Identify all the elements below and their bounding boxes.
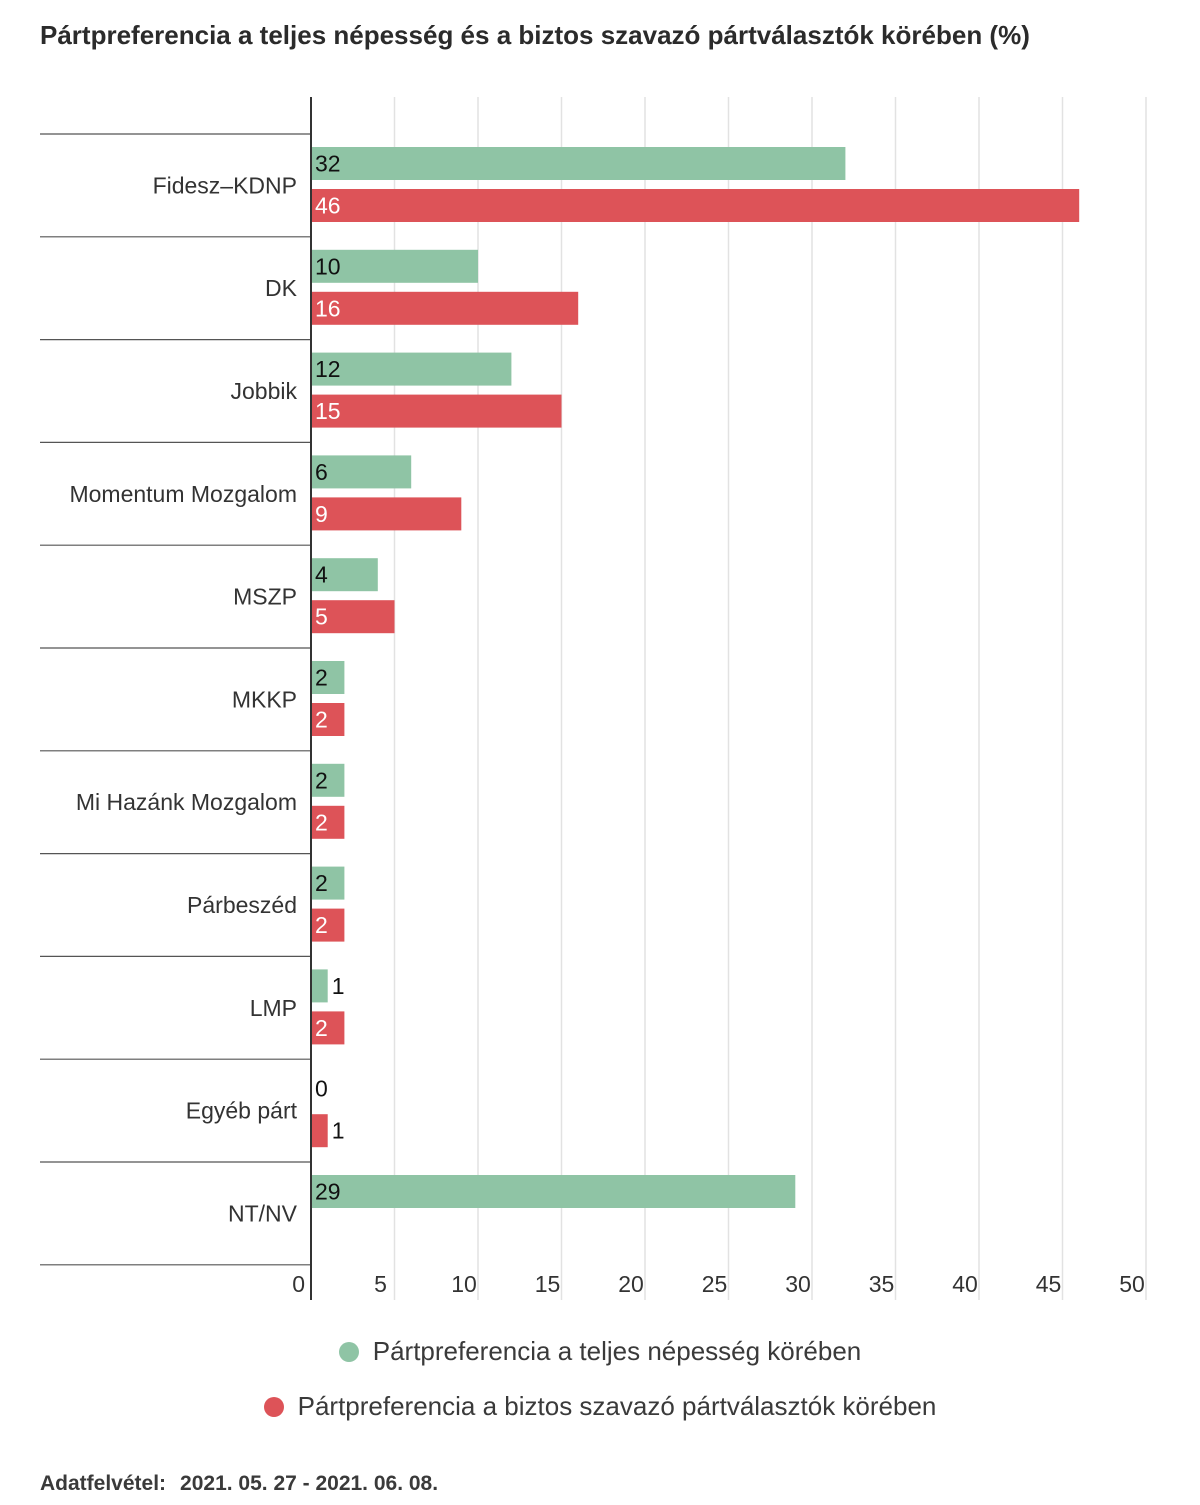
category-label: NT/NV [228,1200,298,1226]
x-tick-label: 10 [451,1271,477,1297]
bar-series-2 [311,189,1080,222]
data-label-series-1: 6 [315,459,328,485]
x-tick-label: 30 [785,1271,811,1297]
data-label-series-1: 12 [315,356,341,382]
category-label: Párbeszéd [187,892,297,918]
data-collection-period: 2021. 05. 27 - 2021. 06. 08. [180,1472,439,1495]
data-label-series-1: 32 [315,151,341,177]
legend-label-voters: Pártpreferencia a biztos szavazó pártvál… [297,1391,937,1421]
data-label-series-2: 46 [315,193,341,219]
category-label: MKKP [232,686,297,712]
legend-swatch-population [338,1341,359,1362]
data-label-series-1: 1 [332,973,345,999]
legend-item-population: Pártpreferencia a teljes népesség körébe… [0,1336,1200,1367]
bar-series-2 [311,1114,328,1148]
bar-series-1 [311,455,412,489]
bar-series-2 [311,600,395,634]
bar-series-1 [311,969,328,1003]
legend-label-population: Pártpreferencia a teljes népesség körébe… [372,1336,862,1366]
data-label-series-2: 15 [315,398,341,424]
data-label-series-1: 10 [315,253,341,279]
data-label-series-1: 2 [315,870,328,896]
bar-series-1 [311,763,345,797]
data-label-series-2: 16 [315,295,341,321]
bar-series-1 [311,1175,796,1208]
data-collection-label: Adatfelvétel: [40,1472,167,1495]
category-label: DK [265,275,298,301]
category-label: Fidesz–KDNP [153,172,297,198]
data-label-series-1: 4 [315,562,328,588]
bar-series-2 [311,497,462,531]
category-label: Mi Hazánk Mozgalom [76,789,297,815]
bar-series-2 [311,291,579,325]
x-tick-label: 15 [535,1271,561,1297]
legend-item-voters: Pártpreferencia a biztos szavazó pártvál… [0,1391,1200,1422]
data-label-series-2: 5 [315,604,328,630]
data-label-series-1: 2 [315,767,328,793]
bar-series-2 [311,1011,345,1045]
bar-series-2 [311,394,562,428]
data-label-series-2: 2 [315,707,328,733]
bar-series-1 [311,661,345,694]
bar-series-1 [311,147,846,180]
data-label-series-2: 2 [315,1015,328,1041]
bar-series-1 [311,352,512,386]
data-label-series-1: 29 [315,1179,341,1205]
category-label: LMP [250,995,297,1021]
x-tick-label: 5 [374,1271,387,1297]
data-label-series-1: 0 [315,1076,328,1102]
bar-chart: 0 5 10 15 20 25 30 35 40 45 50Fidesz–KDNPDKJobbikM… [40,97,1147,1300]
x-tick-label: 50 [1119,1271,1145,1297]
category-label: MSZP [233,584,297,610]
legend-swatch-voters [263,1396,284,1417]
x-tick-label: 0 [292,1271,305,1297]
chart-title: Pártpreferencia a teljes népesség és a b… [40,20,1030,50]
category-label: Jobbik [231,378,298,404]
x-tick-label: 35 [869,1271,895,1297]
data-label-series-2: 2 [315,912,328,938]
data-collection-note: Adatfelvétel: 2021. 05. 27 - 2021. 06. 08… [40,1472,452,1496]
category-label: Momentum Mozgalom [69,481,297,507]
x-tick-label: 40 [952,1271,978,1297]
data-label-series-2: 9 [315,501,328,527]
data-label-series-2: 2 [315,809,328,835]
bar-series-1 [311,249,478,283]
category-label: Egyéb párt [186,1098,298,1124]
data-label-series-1: 2 [315,665,328,691]
bar-series-2 [311,805,345,839]
data-label-series-2: 1 [332,1118,345,1144]
x-tick-label: 20 [618,1271,644,1297]
bar-series-2 [311,703,345,736]
x-tick-label: 45 [1036,1271,1062,1297]
bar-series-2 [311,908,345,942]
bar-series-1 [311,866,345,900]
x-tick-label: 25 [702,1271,728,1297]
bar-series-1 [311,558,378,592]
